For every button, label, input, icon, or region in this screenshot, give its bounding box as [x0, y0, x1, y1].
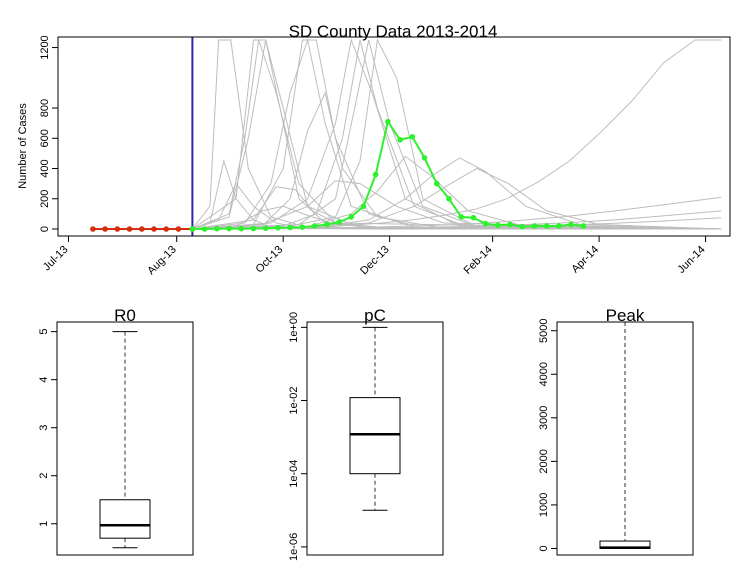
observed-point	[507, 221, 513, 228]
timeseries-panel: SD County Data 2013-2014 Number of Cases…	[17, 22, 731, 278]
observed-point	[433, 180, 440, 187]
pc-box: 1e+00 1e-02 1e-04 1e-06	[288, 312, 444, 561]
simulation-lines	[192, 38, 722, 230]
observed-point	[214, 225, 220, 232]
r0-title: R0	[114, 306, 136, 325]
observed-point	[580, 223, 587, 229]
observed-point	[201, 226, 208, 232]
observed-point	[397, 136, 403, 143]
y-tick-label: 3	[38, 425, 50, 431]
simulation-line-13	[192, 39, 722, 230]
y-tick-label: 2	[38, 473, 50, 479]
interquartile-box	[99, 499, 151, 539]
observed-point	[360, 203, 367, 210]
x-tick-label: Aug-13	[145, 244, 179, 278]
observed-point	[336, 219, 342, 225]
observed-point	[495, 222, 501, 229]
observed-point	[482, 220, 489, 227]
fitted-point	[102, 226, 108, 232]
y-tick-label: 4000	[538, 362, 550, 386]
y-tick-label: 3000	[538, 406, 550, 430]
peak-boxplot-panel: Peak 0 1000 2000 3000 4000 5000	[538, 306, 694, 556]
x-tick-label: Dec-13	[358, 244, 392, 278]
simulation-line-19	[192, 38, 722, 230]
observed-point	[568, 221, 574, 228]
observed-point	[311, 223, 318, 229]
observed-point	[324, 221, 330, 228]
simulation-line-23	[192, 39, 722, 230]
y-tick-label: 1e-06	[288, 533, 300, 561]
simulation-line-17	[192, 167, 722, 230]
observed-point	[189, 226, 196, 232]
y-tick-label: 1200	[39, 35, 51, 59]
observed-point	[470, 214, 477, 221]
y-tick-label: 5	[38, 329, 50, 335]
y-tick-label: 1	[38, 521, 50, 527]
observed-point	[421, 155, 428, 161]
timeseries-ylabel: Number of Cases	[17, 103, 29, 189]
x-tick-label: Jun-14	[675, 244, 707, 276]
data-series	[90, 37, 587, 236]
pc-title: pC	[364, 306, 386, 325]
timeseries-title: SD County Data 2013-2014	[289, 22, 498, 41]
fitted-point	[138, 226, 145, 232]
observed-point	[556, 223, 562, 229]
y-tick-label: 600	[39, 129, 51, 147]
observed-point	[385, 118, 391, 125]
peak-title: Peak	[606, 306, 645, 325]
fitted-point	[114, 226, 121, 232]
fitted-point	[90, 226, 96, 232]
timeseries-frame	[57, 36, 731, 237]
y-tick-label: 2000	[538, 449, 550, 473]
y-tick-label: 0	[538, 545, 550, 551]
box-frame	[56, 321, 194, 556]
observed-point	[531, 223, 538, 229]
simulation-line-8	[192, 39, 722, 230]
observed-point	[348, 214, 355, 220]
r0-box: 1 2 3 4 5	[38, 321, 194, 556]
y-tick-label: 1e-02	[288, 386, 300, 414]
observed-point	[543, 223, 550, 229]
r0-boxplot-panel: R0 1 2 3 4 5	[38, 306, 194, 556]
observed-point	[238, 225, 245, 232]
fitted-point	[151, 226, 157, 232]
simulation-line-18	[192, 180, 722, 230]
pc-boxplot-panel: pC 1e+00 1e-02 1e-04 1e-06	[288, 306, 444, 561]
observed-point	[519, 223, 526, 230]
observed-point	[458, 214, 465, 220]
observed-point	[446, 195, 452, 202]
observed-point	[262, 225, 269, 232]
y-tick-label: 200	[39, 190, 51, 208]
box-frame	[306, 321, 444, 556]
observed-point	[275, 224, 281, 231]
peak-box: 0 1000 2000 3000 4000 5000	[538, 318, 694, 556]
observed-point	[250, 225, 257, 232]
observed-point	[299, 224, 306, 230]
y-tick-label: 1e-04	[288, 460, 300, 488]
fitted-point	[126, 226, 133, 232]
fitted-point	[163, 226, 170, 232]
y-tick-label: 800	[39, 99, 51, 117]
y-tick-label: 400	[39, 159, 51, 177]
simulation-line-16	[192, 157, 722, 230]
x-tick-label: Oct-13	[253, 244, 285, 276]
y-tick-label: 1e+00	[288, 312, 300, 343]
simulation-line-15	[192, 155, 722, 230]
observed-point	[372, 171, 379, 178]
simulation-line-20	[192, 39, 722, 230]
y-tick-label: 0	[39, 226, 51, 232]
y-tick-label: 1000	[538, 493, 550, 517]
observed-point	[226, 225, 232, 232]
fitted-point	[175, 226, 182, 232]
observed-point	[409, 133, 416, 140]
x-tick-label: Jul-13	[41, 244, 71, 274]
x-tick-label: Apr-14	[569, 244, 601, 276]
simulation-line-6	[192, 182, 722, 230]
observed-point	[287, 224, 293, 231]
interquartile-box	[349, 397, 401, 475]
y-tick-label: 5000	[538, 318, 550, 342]
y-tick-label: 4	[38, 377, 50, 383]
x-tick-label: Feb-14	[462, 244, 495, 277]
